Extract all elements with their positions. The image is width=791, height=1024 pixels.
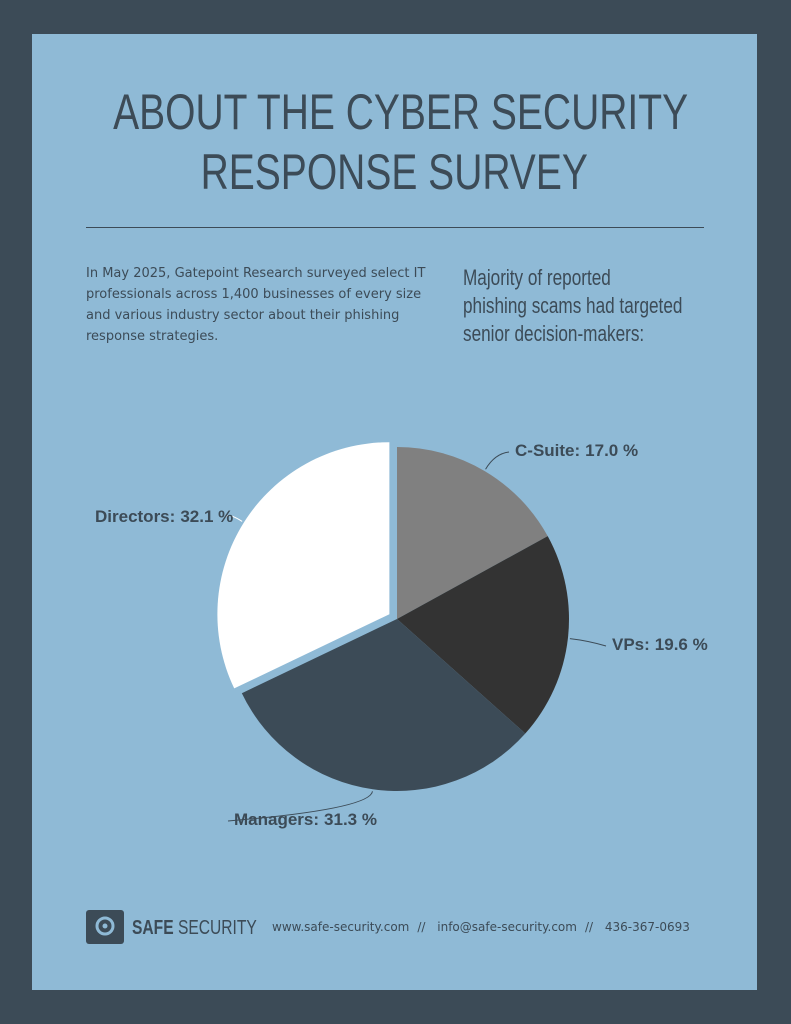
leader-line (485, 451, 510, 470)
separator: // (584, 920, 594, 934)
email: info@safe-security.com (437, 920, 577, 934)
data-label: VPs: 19.6 % (612, 635, 708, 654)
brand-name: SECURITY (177, 916, 257, 939)
chart-title-line: senior decision-makers: (463, 321, 645, 346)
panel: ABOUT THE CYBER SECURITY RESPONSE SURVEY… (32, 34, 757, 990)
category-label: Managers: (234, 810, 319, 829)
data-label: Directors: 32.1 % (95, 507, 233, 526)
chart-title-line: phishing scams had targeted (463, 293, 683, 318)
separator: // (417, 920, 426, 934)
brand-bold: SAFE (132, 916, 174, 939)
website: www.safe-security.com (272, 920, 410, 934)
data-label: C-Suite: 17.0 % (515, 441, 638, 460)
phone: 436-367-0693 (604, 920, 690, 934)
pie-slice (397, 536, 569, 734)
contacts: www.safe-security.com // info@safe-securi… (272, 920, 698, 934)
logo (86, 910, 124, 944)
footer: SAFE SECURITY www.safe-security.com // in… (86, 908, 698, 946)
category-label: Directors: (95, 507, 175, 526)
category-label: C-Suite: (515, 441, 580, 460)
brand: SAFE SECURITY (132, 915, 257, 940)
value-label: 19.6 % (655, 635, 708, 654)
title-line: ABOUT THE CYBER SECURITY (113, 84, 689, 140)
pie-slice (217, 442, 390, 689)
category-label: VPs: (612, 635, 650, 654)
chart-title-line: Majority of reported (463, 265, 611, 290)
title: ABOUT THE CYBER SECURITY RESPONSE SURVEY (32, 82, 757, 202)
pie-slice (397, 447, 548, 619)
title-line: RESPONSE SURVEY (200, 144, 589, 200)
leader-line (227, 791, 373, 822)
value-label: 31.3 % (324, 810, 377, 829)
logo-icon (95, 916, 115, 936)
chart-title: Majority of reported phishing scams had … (463, 264, 744, 348)
leader-line (224, 515, 243, 522)
value-label: 17.0 % (585, 441, 638, 460)
leader-line (569, 638, 607, 647)
divider (86, 227, 704, 228)
pie-slice (241, 619, 526, 791)
data-label: Managers: 31.3 % (234, 810, 377, 829)
intro: In May 2025, Gatepoint Research surveyed… (86, 266, 426, 344)
value-label: 32.1 % (180, 507, 233, 526)
